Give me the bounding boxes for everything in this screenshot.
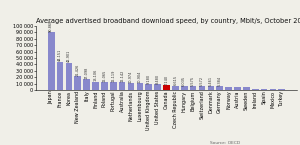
Text: 5,384: 5,384 [218,76,222,86]
Text: 21,426: 21,426 [76,64,80,76]
Bar [243,87,250,90]
Text: 9,180: 9,180 [147,74,151,84]
Text: Average advertised broadband download speed, by country, Mbit/s, October 2007: Average advertised broadband download sp… [36,18,300,24]
Bar [208,86,214,90]
Bar [101,82,108,90]
Text: 12,065: 12,065 [102,69,106,82]
Bar [252,89,259,90]
Text: 10,974: 10,974 [129,70,133,83]
Bar [163,85,170,90]
Text: 42,901: 42,901 [67,50,71,62]
Text: Source: OECD: Source: OECD [210,141,240,145]
Text: 7,140: 7,140 [164,75,169,85]
Bar [261,89,267,90]
Text: 5,572: 5,572 [200,76,204,86]
Bar [225,87,232,90]
Bar [57,62,63,90]
Bar [92,81,99,90]
Bar [216,86,223,90]
Text: 12,142: 12,142 [120,69,124,82]
Text: 5,461: 5,461 [209,76,213,86]
Bar [48,32,55,90]
Bar [136,83,143,90]
Bar [234,87,241,90]
Text: 17,098: 17,098 [85,66,89,79]
Text: 6,035: 6,035 [182,76,186,86]
Bar [190,86,196,90]
Text: 12,119: 12,119 [111,69,115,82]
Bar [154,85,161,90]
Bar [270,89,276,90]
Bar [83,79,90,90]
Bar [181,86,188,90]
Text: 90,860: 90,860 [49,19,53,31]
Text: 44,151: 44,151 [58,49,62,61]
Text: 13,106: 13,106 [94,69,98,81]
Bar [110,82,117,90]
Bar [199,86,205,90]
Bar [74,76,81,90]
Bar [278,89,285,90]
Bar [128,83,134,90]
Text: 8,480: 8,480 [156,74,160,84]
Bar [66,62,72,90]
Text: 5,575: 5,575 [191,76,195,86]
Bar [119,82,125,90]
Text: 6,615: 6,615 [173,75,177,85]
Text: 10,904: 10,904 [138,70,142,83]
Bar [172,86,179,90]
Bar [146,84,152,90]
